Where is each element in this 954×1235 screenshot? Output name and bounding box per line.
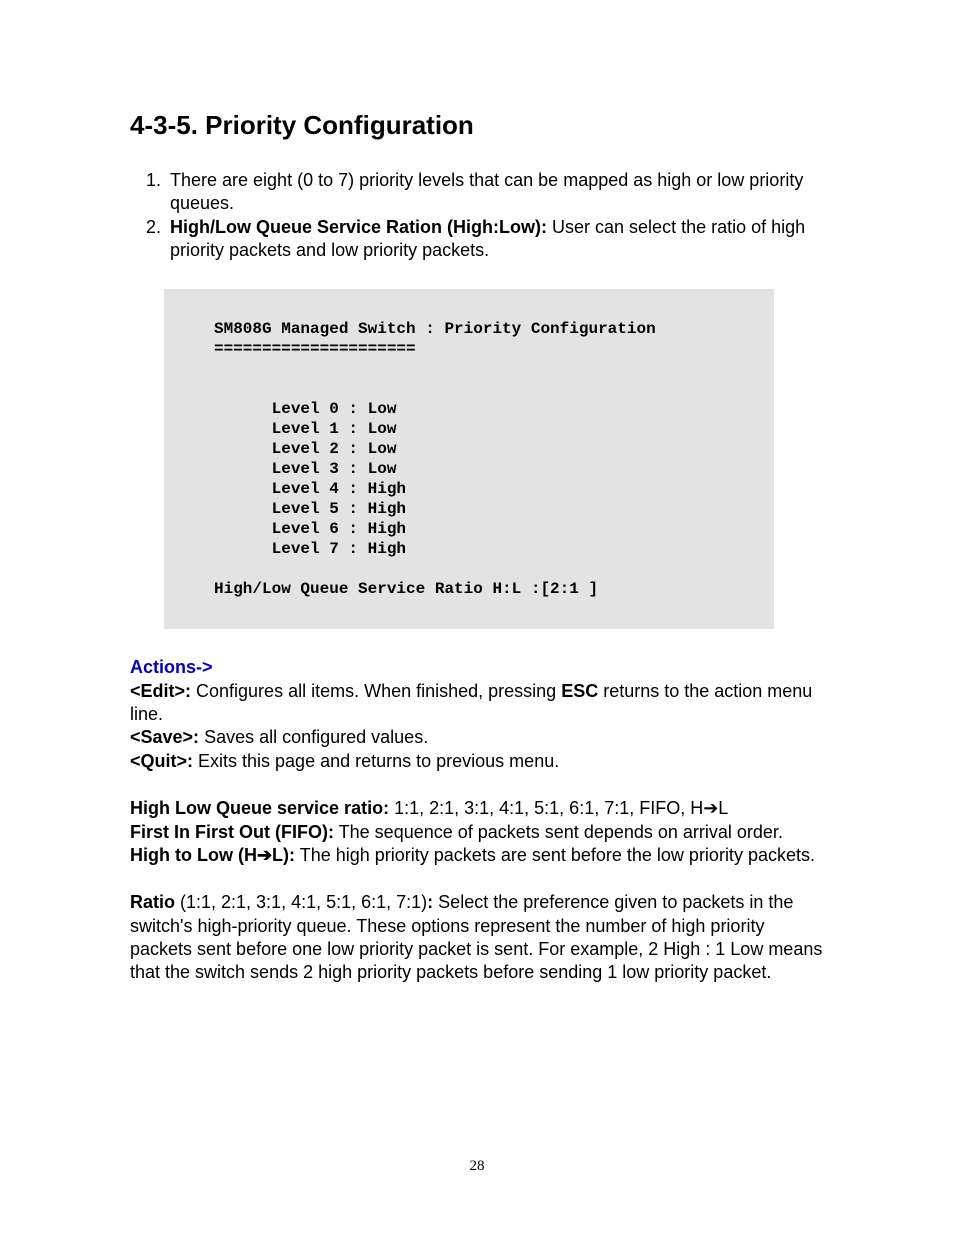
action-label: <Quit>: [130,751,193,771]
terminal-level-line: Level 5 : High [214,499,754,519]
list-item-text: There are eight (0 to 7) priority levels… [170,170,803,213]
action-quit: <Quit>: Exits this page and returns to p… [130,750,824,773]
action-text: Configures all items. When finished, pre… [191,681,561,701]
terminal-screenshot: SM808G Managed Switch : Priority Configu… [164,289,774,629]
option-label: High to Low (H➔L): [130,845,295,865]
terminal-level-line: Level 7 : High [214,539,754,559]
esc-key: ESC [561,681,598,701]
terminal-ratio-line: High/Low Queue Service Ratio H:L :[2:1 ] [214,579,754,599]
section-heading: 4-3-5. Priority Configuration [130,110,824,141]
ratio-options-block: High Low Queue service ratio: 1:1, 2:1, … [130,797,824,867]
terminal-levels: Level 0 : Low Level 1 : Low Level 2 : Lo… [214,399,754,559]
terminal-level-line: Level 3 : Low [214,459,754,479]
action-label: <Save>: [130,727,199,747]
terminal-level-line: Level 2 : Low [214,439,754,459]
action-save: <Save>: Saves all configured values. [130,726,824,749]
list-item-bold: High/Low Queue Service Ration (High:Low)… [170,217,547,237]
terminal-level-line: Level 0 : Low [214,399,754,419]
option-text: 1:1, 2:1, 3:1, 4:1, 5:1, 6:1, 7:1, FIFO,… [389,798,728,818]
ratio-paren: (1:1, 2:1, 3:1, 4:1, 5:1, 6:1, 7:1) [175,892,427,912]
ratio-option-line: First In First Out (FIFO): The sequence … [130,821,824,844]
action-edit: <Edit>: Configures all items. When finis… [130,680,824,727]
intro-list: There are eight (0 to 7) priority levels… [130,169,824,263]
ratio-option-line: High to Low (H➔L): The high priority pac… [130,844,824,867]
list-item: There are eight (0 to 7) priority levels… [166,169,824,216]
action-text: Exits this page and returns to previous … [193,751,559,771]
actions-block: Actions-> <Edit>: Configures all items. … [130,657,824,774]
action-text: Saves all configured values. [199,727,428,747]
option-label: First In First Out (FIFO): [130,822,334,842]
option-label: High Low Queue service ratio: [130,798,389,818]
list-item: High/Low Queue Service Ration (High:Low)… [166,216,824,263]
ratio-option-line: High Low Queue service ratio: 1:1, 2:1, … [130,797,824,820]
option-text: The sequence of packets sent depends on … [334,822,783,842]
ratio-paragraph: Ratio (1:1, 2:1, 3:1, 4:1, 5:1, 6:1, 7:1… [130,891,824,985]
terminal-level-line: Level 6 : High [214,519,754,539]
option-text: The high priority packets are sent befor… [295,845,815,865]
terminal-divider: ===================== [214,339,754,359]
actions-heading: Actions-> [130,657,824,678]
page-number: 28 [0,1158,954,1175]
terminal-level-line: Level 1 : Low [214,419,754,439]
action-label: <Edit>: [130,681,191,701]
ratio-label: Ratio [130,892,175,912]
terminal-title: SM808G Managed Switch : Priority Configu… [214,319,754,339]
document-page: 4-3-5. Priority Configuration There are … [0,0,954,1235]
terminal-level-line: Level 4 : High [214,479,754,499]
ratio-description: Ratio (1:1, 2:1, 3:1, 4:1, 5:1, 6:1, 7:1… [130,891,824,985]
